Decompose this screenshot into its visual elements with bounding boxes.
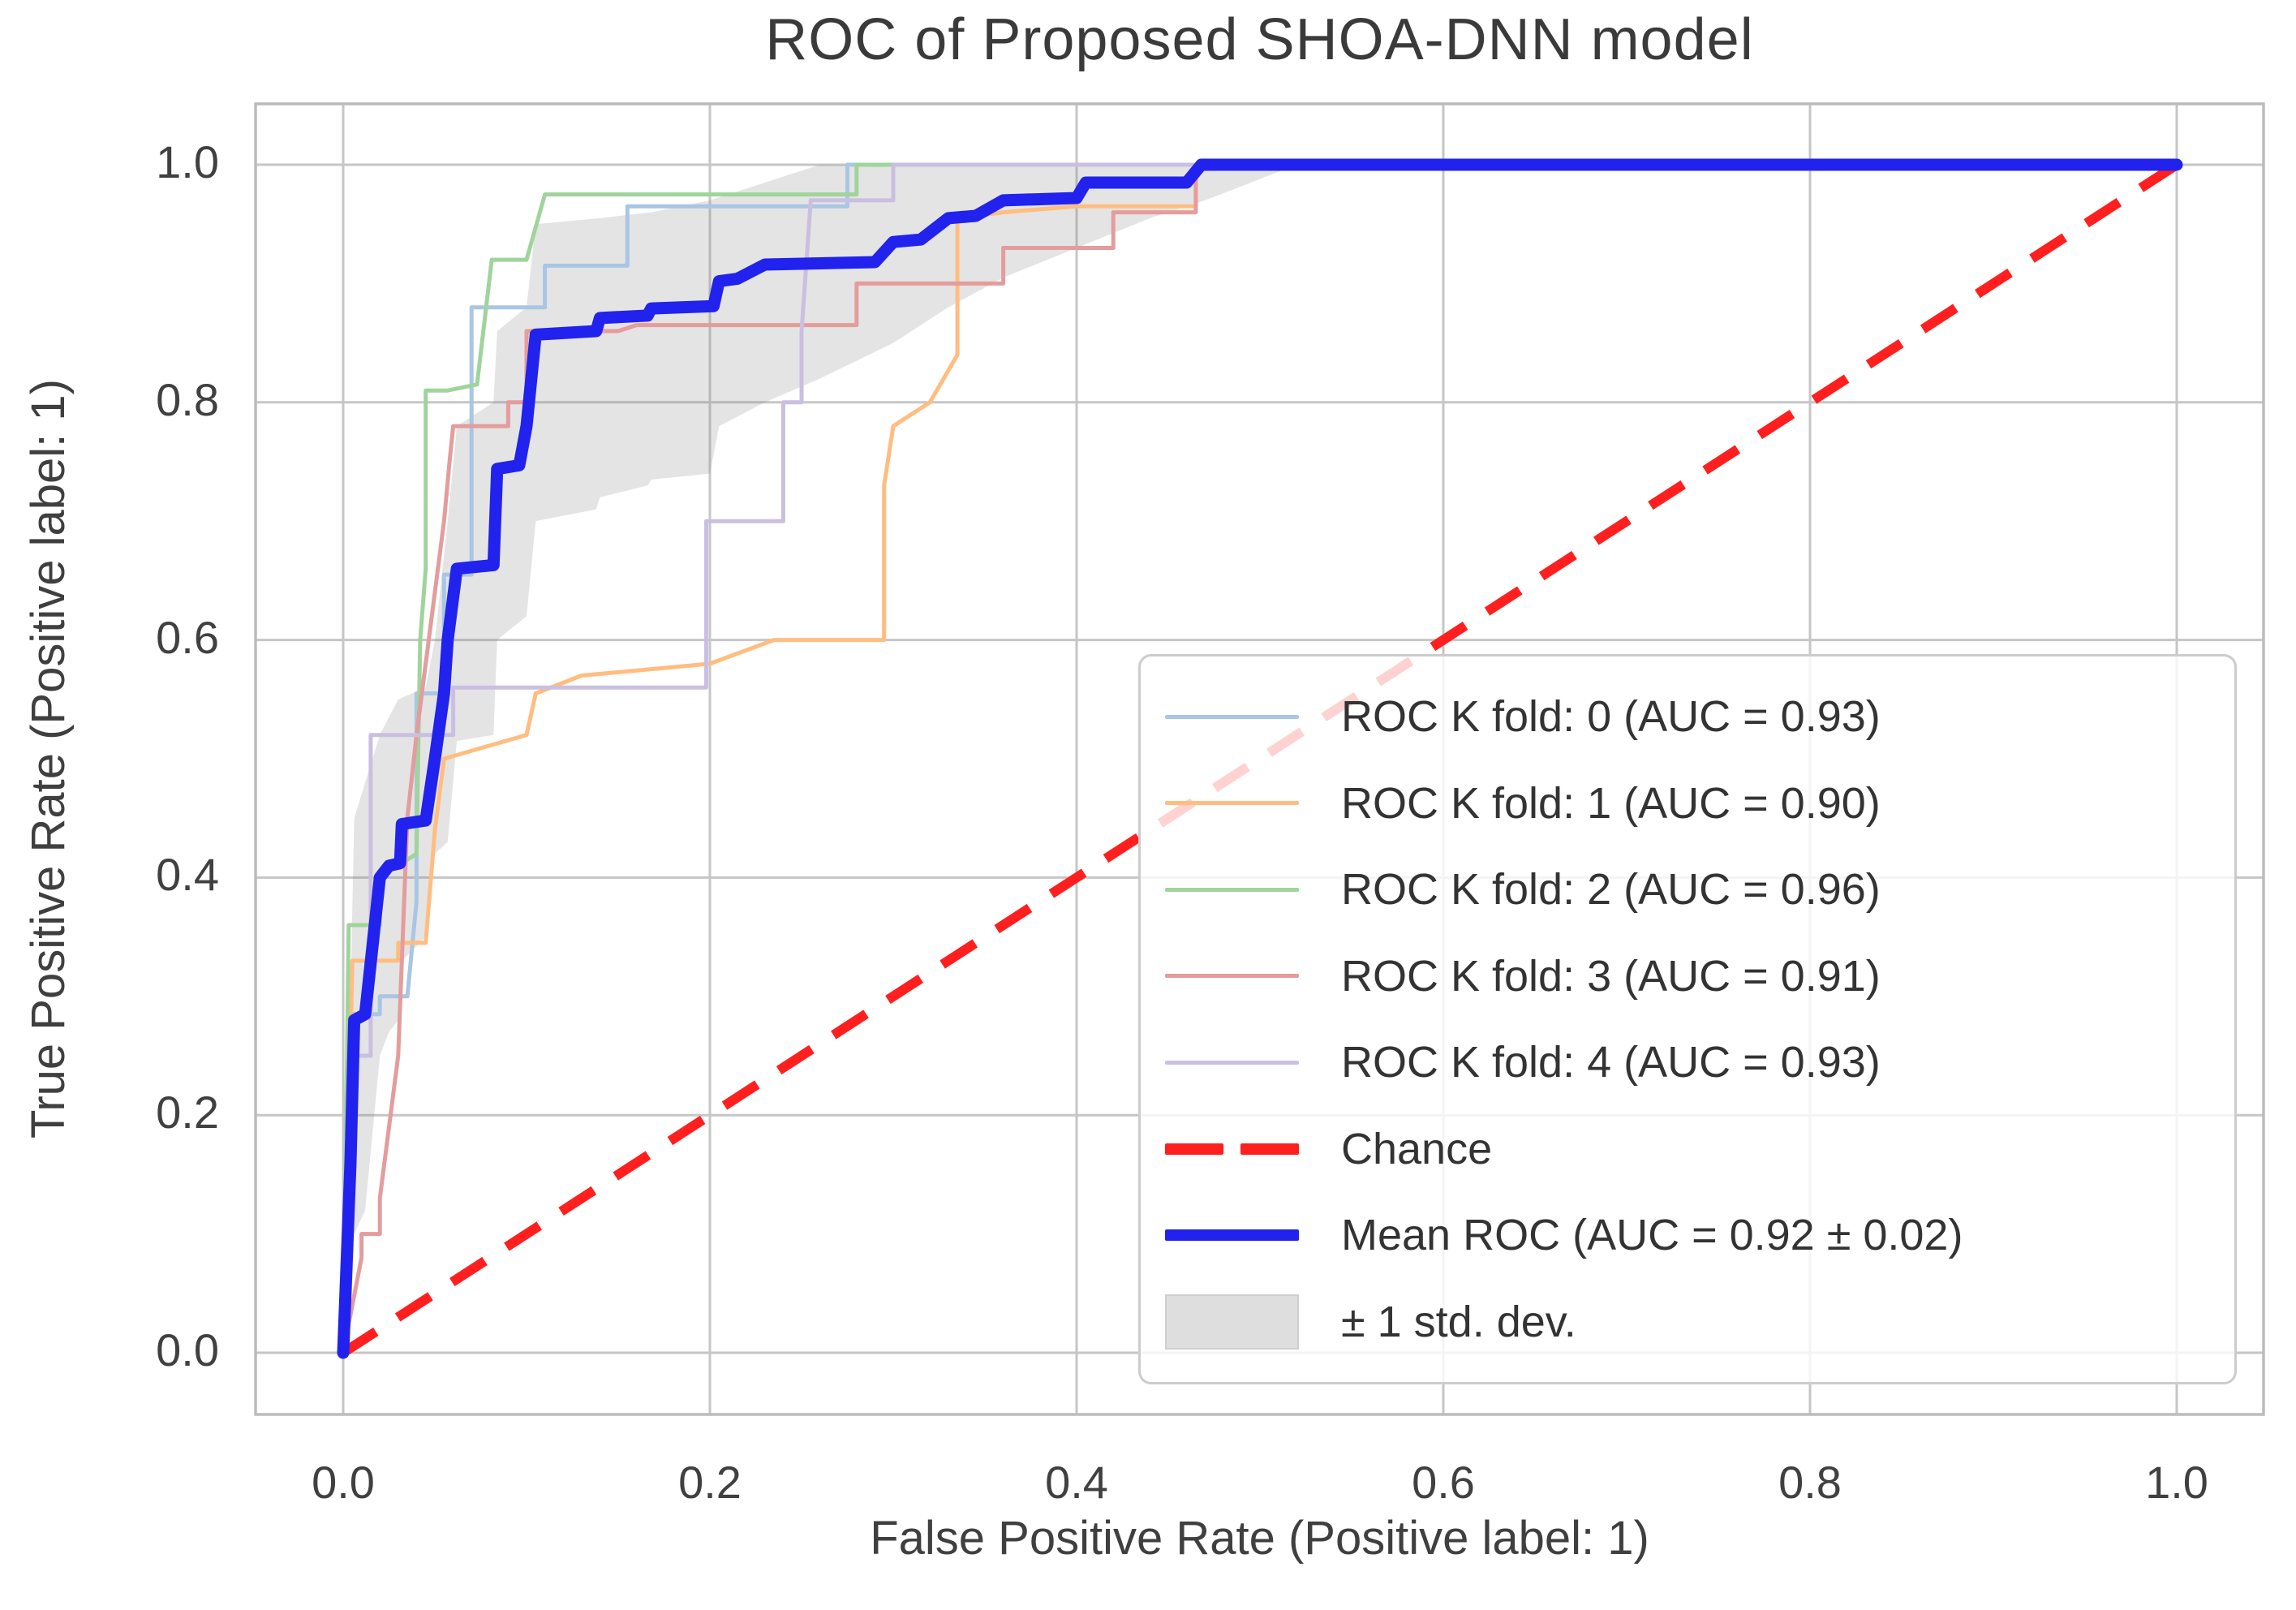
legend-label: Chance [1341,1124,1493,1173]
legend-swatch-line-thin [1165,1060,1299,1065]
x-tick-label: 0.4 [1045,1457,1108,1508]
legend-label: ROC K fold: 1 (AUC = 0.90) [1341,778,1881,828]
legend-label: ± 1 std. dev. [1341,1297,1576,1346]
roc-curve-fold-1 [341,162,2177,1354]
legend-label: ROC K fold: 2 (AUC = 0.96) [1341,865,1881,915]
roc-curve-fold-0 [341,162,2177,1354]
legend-swatch-line-thin [1165,887,1299,892]
legend-item: ROC K fold: 2 (AUC = 0.96) [1165,847,2210,932]
x-axis-label: False Positive Rate (Positive label: 1) [870,1512,1649,1565]
x-tick-label: 0.6 [1412,1457,1475,1508]
legend-item: ± 1 std. dev. [1165,1280,2210,1364]
axes-frame [254,102,2265,1416]
chart-title: ROC of Proposed SHOA-DNN model [765,7,1754,72]
legend-item: ROC K fold: 1 (AUC = 0.90) [1165,761,2210,846]
legend: ROC K fold: 0 (AUC = 0.93) ROC K fold: 1 … [1138,654,2237,1384]
legend-label: ROC K fold: 4 (AUC = 0.93) [1341,1038,1881,1087]
std-dev-band [343,165,1297,1353]
legend-swatch-line-thin [1165,801,1299,806]
legend-item: Chance [1165,1107,2210,1191]
y-tick-label: 0.2 [156,1087,219,1139]
mean-roc-curve [337,158,2183,1359]
legend-label: ROC K fold: 0 (AUC = 0.93) [1341,692,1881,741]
x-tick-label: 0.0 [312,1457,375,1508]
legend-swatch-patch [1165,1294,1299,1350]
legend-label: Mean ROC (AUC = 0.92 ± 0.02) [1341,1211,1963,1260]
legend-swatch-line-thin [1165,974,1299,979]
y-tick-label: 0.6 [156,611,219,663]
y-tick-label: 1.0 [156,136,219,187]
legend-item: ROC K fold: 0 (AUC = 0.93) [1165,674,2210,759]
y-tick-label: 0.8 [156,373,219,425]
y-tick-label: 0.0 [156,1324,219,1375]
x-tick-label: 0.2 [678,1457,742,1508]
y-tick-label: 0.4 [156,849,219,901]
chance-line [340,160,2180,1358]
legend-label: ROC K fold: 3 (AUC = 0.91) [1341,951,1881,1001]
legend-swatch-line-thick [1165,1229,1299,1242]
x-tick-label: 1.0 [2145,1457,2208,1508]
x-tick-label: 0.8 [1778,1457,1842,1508]
legend-item: ROC K fold: 3 (AUC = 0.91) [1165,934,2210,1018]
roc-curve-fold-4 [341,162,2177,1354]
roc-curve-fold-3 [341,162,2177,1354]
legend-swatch-line-dash [1165,1143,1299,1155]
legend-swatch-line-thin [1165,714,1299,719]
legend-item: ROC K fold: 4 (AUC = 0.93) [1165,1020,2210,1104]
legend-item: Mean ROC (AUC = 0.92 ± 0.02) [1165,1193,2210,1277]
